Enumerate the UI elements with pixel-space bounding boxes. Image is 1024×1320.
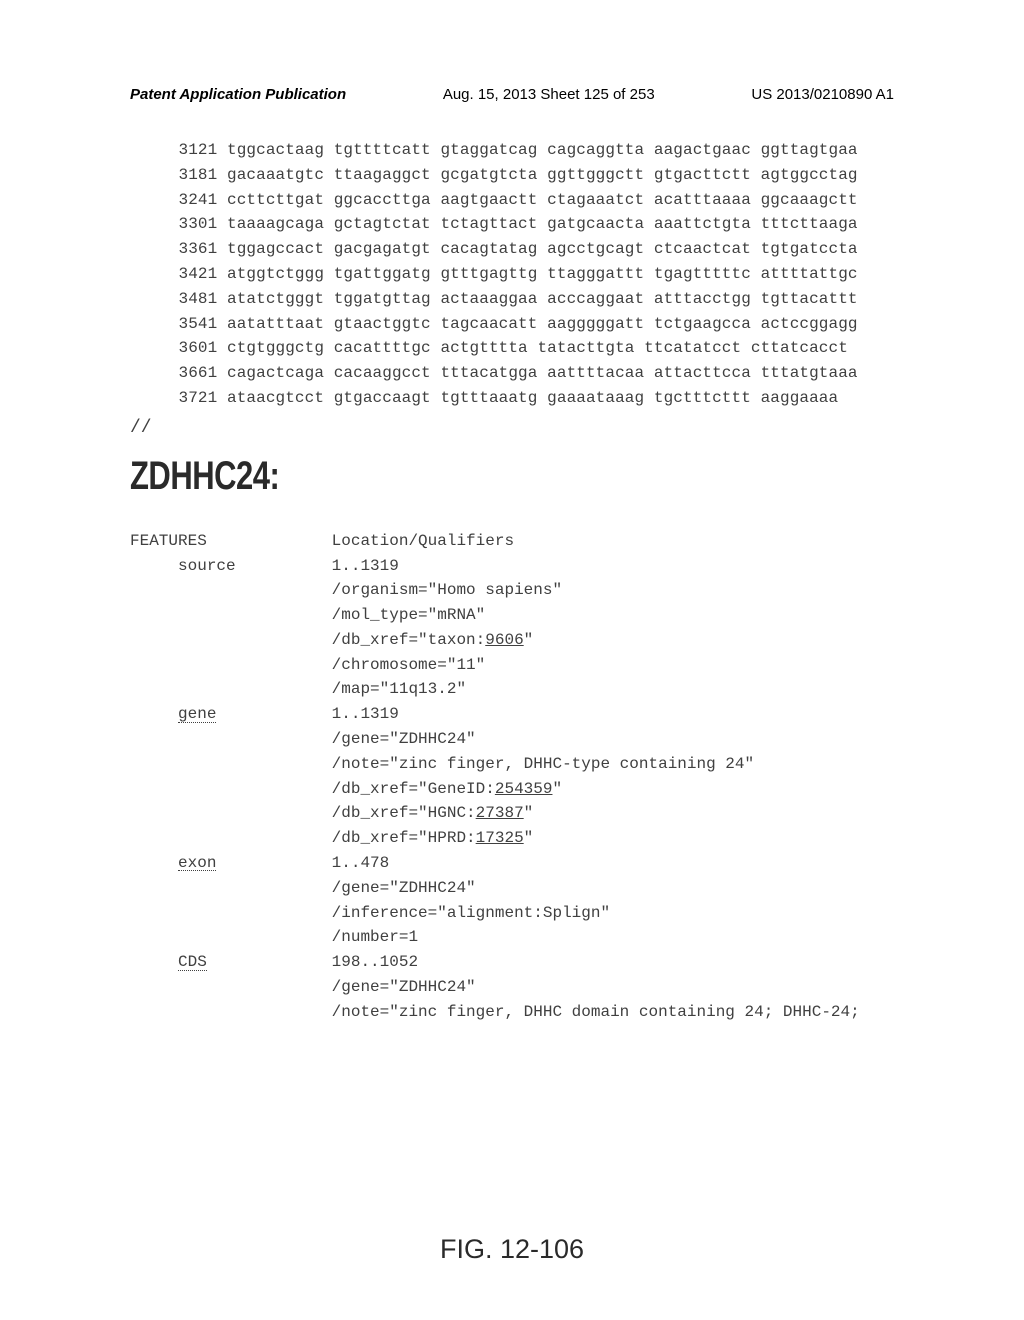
feature-line: /inference="alignment:Splign" [130, 901, 894, 926]
feature-line: /gene="ZDHHC24" [130, 975, 894, 1000]
sequence-line: 3121 tggcactaag tgttttcatt gtaggatcag ca… [130, 138, 894, 163]
feature-line: CDS 198..1052 [130, 950, 894, 975]
page-header: Patent Application Publication Aug. 15, … [130, 86, 894, 103]
feature-line: /gene="ZDHHC24" [130, 727, 894, 752]
feature-line: /note="zinc finger, DHHC domain containi… [130, 1000, 894, 1025]
sequence-line: 3601 ctgtgggctg cacattttgc actgtttta tat… [130, 336, 894, 361]
sequence-line: 3721 ataacgtcct gtgaccaagt tgtttaaatg ga… [130, 386, 894, 411]
sequence-line: 3541 aatatttaat gtaactggtc tagcaacatt aa… [130, 312, 894, 337]
feature-line: /db_xref="GeneID:254359" [130, 777, 894, 802]
feature-line: /number=1 [130, 925, 894, 950]
feature-line: /db_xref="HGNC:27387" [130, 801, 894, 826]
content-area: 3121 tggcactaag tgttttcatt gtaggatcag ca… [130, 138, 894, 1025]
sequence-line: 3661 cagactcaga cacaaggcct tttacatgga aa… [130, 361, 894, 386]
feature-line: FEATURES Location/Qualifiers [130, 529, 894, 554]
sequence-block: 3121 tggcactaag tgttttcatt gtaggatcag ca… [130, 138, 894, 411]
sequence-line: 3241 ccttcttgat ggcaccttga aagtgaactt ct… [130, 188, 894, 213]
feature-line: /mol_type="mRNA" [130, 603, 894, 628]
sequence-line: 3421 atggtctggg tgattggatg gtttgagttg tt… [130, 262, 894, 287]
sequence-line: 3181 gacaaatgtc ttaagaggct gcgatgtcta gg… [130, 163, 894, 188]
feature-line: /db_xref="HPRD:17325" [130, 826, 894, 851]
feature-line: source 1..1319 [130, 554, 894, 579]
feature-line: /db_xref="taxon:9606" [130, 628, 894, 653]
header-date-sheet: Aug. 15, 2013 Sheet 125 of 253 [443, 86, 655, 103]
feature-line: /gene="ZDHHC24" [130, 876, 894, 901]
feature-line: gene 1..1319 [130, 702, 894, 727]
feature-line: /organism="Homo sapiens" [130, 578, 894, 603]
feature-line: /note="zinc finger, DHHC-type containing… [130, 752, 894, 777]
feature-line: /chromosome="11" [130, 653, 894, 678]
sequence-line: 3301 taaaagcaga gctagtctat tctagttact ga… [130, 212, 894, 237]
record-terminator: // [130, 415, 894, 443]
figure-label: FIG. 12-106 [0, 1234, 1024, 1265]
feature-line: /map="11q13.2" [130, 677, 894, 702]
features-block: FEATURES Location/Qualifiers source 1..1… [130, 529, 894, 1025]
sequence-line: 3481 atatctgggt tggatgttag actaaaggaa ac… [130, 287, 894, 312]
sequence-line: 3361 tggagccact gacgagatgt cacagtatag ag… [130, 237, 894, 262]
header-doc-number: US 2013/0210890 A1 [751, 86, 894, 103]
feature-line: exon 1..478 [130, 851, 894, 876]
header-publication: Patent Application Publication [130, 86, 346, 103]
gene-title: ZDHHC24: [130, 445, 894, 507]
